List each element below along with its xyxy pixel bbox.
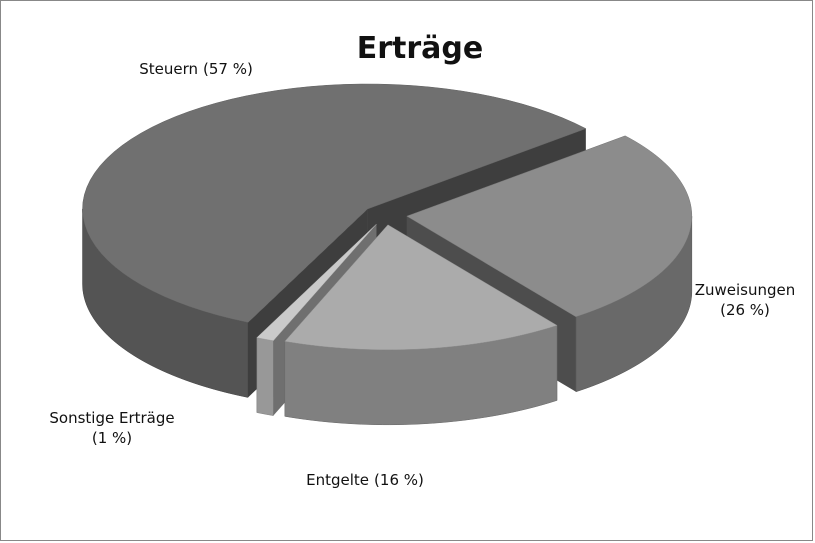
label-value: (57 %) <box>203 60 253 78</box>
label-name: Steuern <box>139 60 198 78</box>
chart-title: Erträge <box>357 31 484 66</box>
label-name: Zuweisungen <box>695 281 796 299</box>
slice-top <box>284 224 558 351</box>
slice <box>284 224 558 426</box>
label-value: (1 %) <box>92 429 132 447</box>
label-name: Sonstige Erträge <box>49 409 174 427</box>
data-label: Entgelte (16 %) <box>306 471 424 489</box>
label-name: Entgelte <box>306 471 369 489</box>
data-label: Steuern (57 %) <box>139 60 253 78</box>
slice-top <box>82 83 587 323</box>
slice-top <box>256 223 377 341</box>
slice-top <box>406 135 693 318</box>
label-value: (26 %) <box>720 301 770 319</box>
label-value: (16 %) <box>374 471 424 489</box>
data-label: Zuweisungen (26 %) <box>695 281 796 319</box>
data-label: Sonstige Erträge (1 %) <box>49 409 174 447</box>
slice-wall <box>256 337 274 416</box>
